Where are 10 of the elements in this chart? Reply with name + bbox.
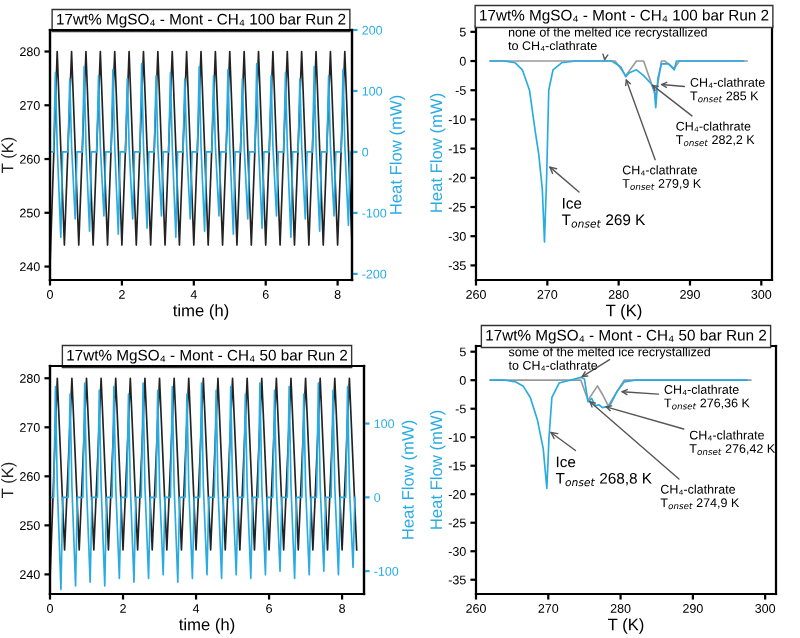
y-axis-title: Heat Flow (mW): [429, 410, 446, 529]
x-axis-title: T (K): [608, 618, 644, 634]
x-axis-title: T (K): [606, 304, 642, 320]
y2-axis-title: Heat Flow (mW): [389, 95, 406, 214]
x-axis-title: time (h): [173, 304, 229, 320]
x-axis-title: time (h): [179, 618, 235, 634]
y-axis-title: Heat Flow (mW): [429, 93, 446, 212]
y-axis-title: T (K): [1, 462, 17, 498]
y2-axis-title: Heat Flow (mW): [401, 420, 418, 539]
y-axis-title: T (K): [1, 137, 17, 173]
